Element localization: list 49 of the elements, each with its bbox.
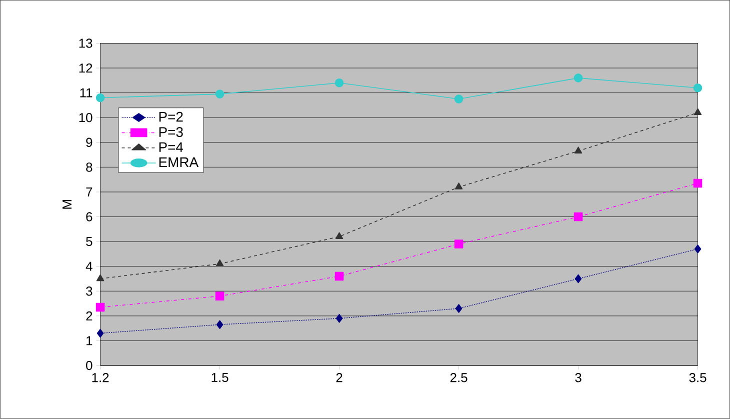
y-tick-label: 6 — [86, 212, 92, 222]
point — [334, 272, 344, 281]
x-tick-label: 2.5 — [450, 373, 468, 382]
point — [693, 84, 702, 92]
y-tick-label: 7 — [86, 188, 92, 197]
point — [574, 74, 583, 82]
point — [96, 93, 105, 102]
point — [215, 292, 224, 301]
legend-label: P=2 — [159, 112, 183, 122]
point — [215, 90, 224, 99]
point — [335, 232, 344, 240]
point — [454, 94, 464, 104]
point — [334, 78, 344, 88]
legend-label: P=4 — [159, 142, 184, 152]
y-tick-label: 13 — [79, 38, 92, 48]
point — [693, 179, 702, 188]
point — [454, 240, 464, 249]
point — [694, 108, 702, 116]
y-tick-label: 12 — [79, 64, 92, 73]
y-tick-label: 1 — [86, 336, 92, 346]
point — [454, 182, 463, 190]
point — [694, 244, 702, 254]
x-tick-label: 2 — [336, 373, 342, 382]
point — [574, 212, 583, 222]
y-tick-label: 11 — [80, 88, 92, 98]
x-tick-label: 1.5 — [212, 373, 228, 382]
point — [336, 314, 343, 323]
point — [96, 328, 104, 338]
y-tick-label: 5 — [86, 237, 92, 246]
legend-label: EMRA — [159, 158, 199, 168]
point — [216, 260, 224, 266]
x-tick-label: 3 — [575, 373, 582, 382]
legend-label: P=3 — [159, 127, 183, 138]
x-tick-label: 3.5 — [689, 373, 706, 382]
point — [455, 304, 462, 313]
y-axis-title: M — [62, 200, 72, 209]
point — [574, 274, 582, 284]
y-tick-label: 4 — [86, 262, 92, 271]
y-tick-label: 3 — [86, 286, 92, 296]
y-tick-label: 0 — [86, 361, 92, 370]
point — [216, 320, 224, 330]
point — [96, 274, 104, 282]
y-tick-label: 8 — [86, 162, 92, 172]
point — [574, 146, 582, 154]
y-tick-label: 10 — [79, 113, 92, 122]
y-tick-label: 2 — [86, 312, 92, 321]
y-tick-label: 9 — [86, 138, 92, 148]
point — [96, 302, 105, 312]
x-tick-label: 1.2 — [92, 373, 109, 382]
